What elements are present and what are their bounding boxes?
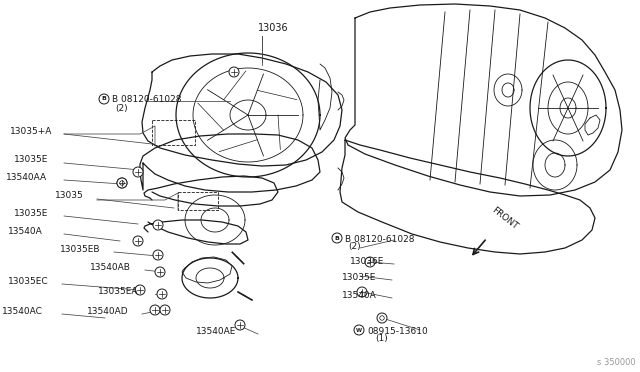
Circle shape [117,178,127,188]
Text: 13036E: 13036E [350,257,385,266]
Text: 13035: 13035 [55,192,84,201]
Circle shape [377,313,387,323]
Text: 13035+A: 13035+A [10,126,52,135]
Text: 13540AC: 13540AC [2,308,43,317]
Circle shape [150,305,160,315]
Text: B 08120-61028: B 08120-61028 [345,234,415,244]
Circle shape [133,236,143,246]
Text: (2): (2) [348,243,360,251]
Text: 13540AE: 13540AE [196,327,236,337]
Text: 13035E: 13035E [14,209,49,218]
Text: 13035EA: 13035EA [98,288,138,296]
Text: 13540AD: 13540AD [87,308,129,317]
Text: s 350000: s 350000 [597,358,636,367]
Circle shape [229,67,239,77]
Text: (1): (1) [375,334,388,343]
Circle shape [157,289,167,299]
Circle shape [160,305,170,315]
Circle shape [155,267,165,277]
Text: 13540A: 13540A [8,228,43,237]
Text: 13540AA: 13540AA [6,173,47,183]
Circle shape [235,320,245,330]
Circle shape [357,287,367,297]
Circle shape [133,167,143,177]
Text: 13035EB: 13035EB [60,246,100,254]
Text: 13540A: 13540A [342,292,377,301]
Text: 13035E: 13035E [14,155,49,164]
Text: 13035E: 13035E [342,273,376,282]
Text: FRONT: FRONT [490,205,520,231]
Circle shape [365,257,375,267]
Text: B 08120-61028: B 08120-61028 [112,96,182,105]
Text: (2): (2) [115,103,127,112]
Text: 13036: 13036 [258,23,289,33]
Circle shape [117,178,127,188]
Text: 13035EC: 13035EC [8,278,49,286]
Circle shape [135,285,145,295]
Text: B: B [102,96,106,102]
Text: 13540AB: 13540AB [90,263,131,273]
Text: W: W [356,327,362,333]
Circle shape [153,220,163,230]
Text: 08915-13610: 08915-13610 [367,327,428,336]
Circle shape [153,250,163,260]
Text: B: B [335,235,339,241]
